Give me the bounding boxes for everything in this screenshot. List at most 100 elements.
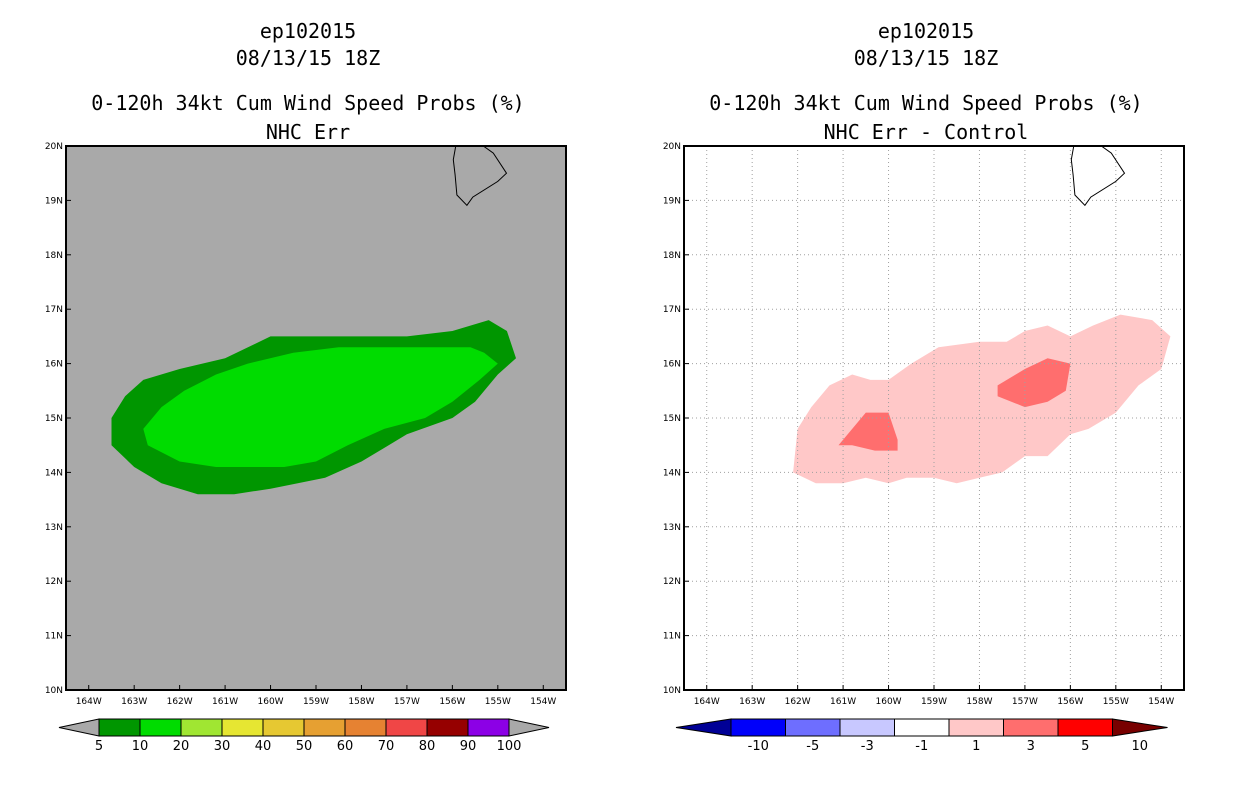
left-chart-title: 0-120h 34kt Cum Wind Speed Probs (%)	[91, 91, 525, 115]
left-y-tick-label: 19N	[45, 196, 63, 206]
right-y-tick-label: 15N	[663, 414, 681, 424]
right-colorbar-segment	[785, 718, 841, 737]
left-contour-1	[143, 347, 498, 467]
left-x-tick-label: 163W	[121, 697, 147, 707]
right-contour-1	[838, 412, 898, 451]
right-x-tick-label: 157W	[1012, 697, 1038, 707]
left-x-tick-label: 154W	[530, 697, 556, 707]
right-chart-title: 0-120h 34kt Cum Wind Speed Probs (%)	[709, 91, 1143, 115]
right-y-tick-label: 19N	[663, 196, 681, 206]
left-colorbar-segment	[98, 718, 141, 737]
left-x-tick-label: 158W	[348, 697, 374, 707]
right-island-coastline	[1070, 146, 1126, 207]
left-x-tick-label: 159W	[303, 697, 329, 707]
right-x-tick-label: 154W	[1148, 697, 1174, 707]
left-colorbar-high-triangle	[508, 718, 550, 737]
right-colorbar-segment	[894, 718, 950, 737]
right-colorbar-segment	[839, 718, 895, 737]
left-colorbar-segment	[221, 718, 264, 737]
left-x-tick-label: 161W	[212, 697, 238, 707]
left-y-tick-label: 14N	[45, 468, 63, 478]
right-y-tick-label: 17N	[663, 305, 681, 315]
left-colorbar-label: 60	[337, 739, 354, 754]
right-x-tick-label: 155W	[1103, 697, 1129, 707]
right-x-tick-label: 159W	[921, 697, 947, 707]
right-colorbar-low-triangle	[675, 718, 732, 737]
right-y-tick-label: 18N	[663, 251, 681, 261]
right-colorbar-label: -1	[915, 739, 928, 754]
left-colorbar-low-triangle	[58, 718, 100, 737]
right-x-tick-label: 161W	[830, 697, 856, 707]
left-x-tick-label: 157W	[394, 697, 420, 707]
left-colorbar-segment	[344, 718, 387, 737]
right-colorbar-segment	[1003, 718, 1059, 737]
left-colorbar-label: 10	[132, 739, 149, 754]
left-colorbar-segment	[426, 718, 469, 737]
right-map-panel: 164W 163W 162W 161W 160W 159W 158W 157W 156W 155W…	[663, 142, 1185, 707]
left-colorbar-segment	[467, 718, 510, 737]
left-colorbar-segment	[385, 718, 428, 737]
right-contours	[793, 314, 1171, 484]
left-storm-id: ep102015	[259, 19, 357, 43]
left-colorbar-label: 30	[214, 739, 231, 754]
left-map-panel: 164W 163W 162W 161W 160W 159W 158W 157W 156W 155W…	[45, 142, 567, 707]
right-colorbar-segment	[1057, 718, 1113, 737]
left-y-tick-label: 10N	[45, 686, 63, 696]
left-x-tick-label: 155W	[485, 697, 511, 707]
right-colorbar-label: 3	[1027, 739, 1035, 754]
left-x-tick-label: 164W	[76, 697, 102, 707]
right-colorbar-label: 5	[1081, 739, 1089, 754]
right-contour-2	[997, 358, 1071, 408]
left-y-tick-label: 20N	[45, 142, 63, 152]
right-chart-subtitle: NHC Err - Control	[823, 120, 1029, 144]
left-colorbar-label: 70	[378, 739, 395, 754]
left-chart-subtitle: NHC Err	[265, 120, 351, 144]
left-colorbar-label: 100	[497, 739, 522, 754]
left-colorbar-segment	[180, 718, 223, 737]
right-datetime: 08/13/15 18Z	[853, 46, 999, 70]
left-x-tick-label: 156W	[439, 697, 465, 707]
left-colorbar-label: 90	[460, 739, 477, 754]
left-x-tick-label: 162W	[167, 697, 193, 707]
right-y-tick-label: 10N	[663, 686, 681, 696]
right-y-tick-label: 14N	[663, 468, 681, 478]
right-colorbar-segment	[730, 718, 786, 737]
right-colorbar-high-triangle	[1112, 718, 1168, 737]
left-y-tick-label: 13N	[45, 523, 63, 533]
right-x-tick-label: 163W	[739, 697, 765, 707]
left-colorbar-label: 5	[95, 739, 103, 754]
right-colorbar-label: -3	[861, 739, 874, 754]
right-y-tick-label: 20N	[663, 142, 681, 152]
right-y-tick-label: 13N	[663, 523, 681, 533]
left-y-tick-label: 16N	[45, 360, 63, 370]
right-colorbar: -10 -5 -3 -1 1 3 5 10	[675, 718, 1168, 754]
right-x-tick-label: 160W	[876, 697, 902, 707]
left-datetime: 08/13/15 18Z	[235, 46, 381, 70]
left-island-coastline	[452, 146, 508, 207]
left-x-tick-label: 160W	[258, 697, 284, 707]
right-colorbar-label: -5	[806, 739, 819, 754]
left-colorbar-segment	[139, 718, 182, 737]
right-y-tick-label: 11N	[663, 632, 681, 642]
left-y-tick-label: 12N	[45, 577, 63, 587]
right-x-tick-label: 164W	[694, 697, 720, 707]
right-y-tick-label: 16N	[663, 360, 681, 370]
right-colorbar-label: 10	[1131, 739, 1148, 754]
right-colorbar-label: 1	[972, 739, 980, 754]
left-colorbar-label: 40	[255, 739, 272, 754]
left-colorbar-label: 20	[173, 739, 190, 754]
left-colorbar-label: 50	[296, 739, 313, 754]
right-y-tick-label: 12N	[663, 577, 681, 587]
left-y-tick-label: 17N	[45, 305, 63, 315]
left-y-tick-label: 11N	[45, 632, 63, 642]
right-storm-id: ep102015	[877, 19, 975, 43]
left-colorbar-segment	[303, 718, 346, 737]
left-colorbar: 5 10 20 30 40 50 60 70 80 90 100	[58, 718, 550, 754]
left-colorbar-segment	[262, 718, 305, 737]
left-y-tick-label: 15N	[45, 414, 63, 424]
right-x-tick-label: 162W	[785, 697, 811, 707]
left-colorbar-label: 80	[419, 739, 436, 754]
right-x-tick-label: 156W	[1057, 697, 1083, 707]
left-contours	[111, 320, 516, 495]
